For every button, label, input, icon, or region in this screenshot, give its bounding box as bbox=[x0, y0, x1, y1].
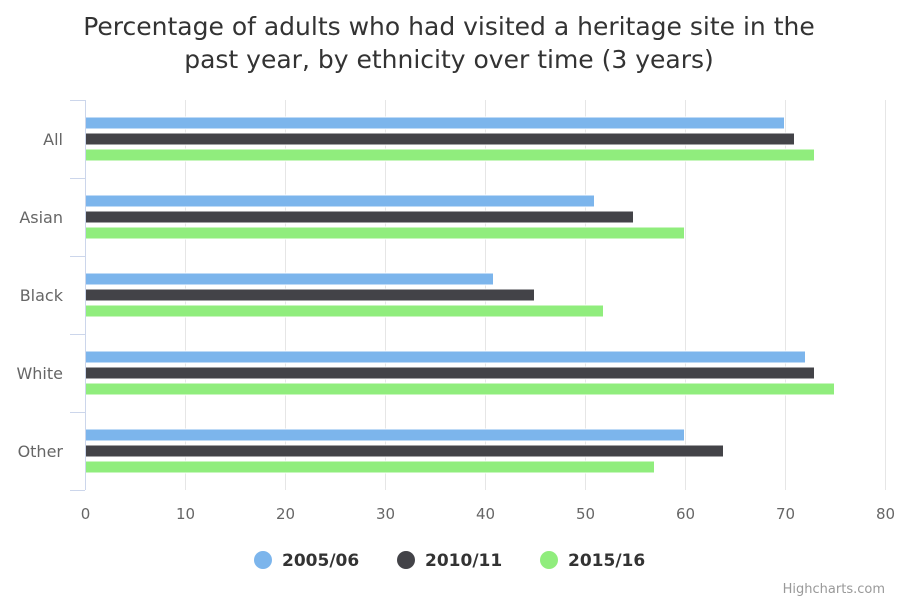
category-label: Black bbox=[20, 286, 64, 305]
legend-item[interactable]: 2015/16 bbox=[540, 551, 645, 571]
legend-symbol bbox=[540, 551, 558, 569]
legend-symbol bbox=[397, 551, 415, 569]
bar-2015-16 bbox=[85, 148, 815, 162]
legend: 2005/06 2010/11 2015/16 bbox=[254, 551, 645, 571]
bar-2010-11 bbox=[85, 366, 815, 380]
bar-2015-16 bbox=[85, 304, 604, 318]
chart-title-line-1: Percentage of adults who had visited a h… bbox=[83, 12, 815, 41]
bar-2005-06 bbox=[85, 428, 685, 442]
x-tick-label: 20 bbox=[276, 505, 295, 523]
x-tick-label: 30 bbox=[376, 505, 395, 523]
x-tick-label: 70 bbox=[776, 505, 795, 523]
bar-2015-16 bbox=[85, 382, 835, 396]
chart-title-line-2: past year, by ethnicity over time (3 yea… bbox=[184, 45, 714, 74]
bar-2010-11 bbox=[85, 132, 795, 146]
x-tick-label: 40 bbox=[476, 505, 495, 523]
bar-2005-06 bbox=[85, 116, 785, 130]
bar-2010-11 bbox=[85, 210, 634, 224]
x-tick-label: 10 bbox=[176, 505, 195, 523]
bar-2010-11 bbox=[85, 288, 535, 302]
category-label: Other bbox=[18, 442, 64, 461]
legend-label: 2015/16 bbox=[568, 551, 645, 571]
credits-link[interactable]: Highcharts.com bbox=[783, 582, 885, 597]
bar-2010-11 bbox=[85, 444, 724, 458]
bar-2015-16 bbox=[85, 226, 685, 240]
category-label: All bbox=[43, 130, 63, 149]
x-tick-label: 80 bbox=[876, 505, 895, 523]
x-tick-label: 0 bbox=[81, 505, 91, 523]
legend-item[interactable]: 2010/11 bbox=[397, 551, 502, 571]
legend-label: 2010/11 bbox=[425, 551, 502, 571]
category-label: Asian bbox=[19, 208, 63, 227]
legend-label: 2005/06 bbox=[282, 551, 359, 571]
category-label: White bbox=[16, 364, 63, 383]
bar-2005-06 bbox=[85, 194, 595, 208]
bar-2005-06 bbox=[85, 350, 806, 364]
legend-symbol bbox=[254, 551, 272, 569]
axes: 0 10 20 30 40 50 60 70 80 All Asian Black White Other bbox=[16, 100, 895, 523]
plot-area bbox=[85, 116, 835, 474]
x-tick-label: 50 bbox=[576, 505, 595, 523]
bar-2015-16 bbox=[85, 460, 655, 474]
legend-item[interactable]: 2005/06 bbox=[254, 551, 359, 571]
x-tick-label: 60 bbox=[676, 505, 695, 523]
bar-2005-06 bbox=[85, 272, 494, 286]
